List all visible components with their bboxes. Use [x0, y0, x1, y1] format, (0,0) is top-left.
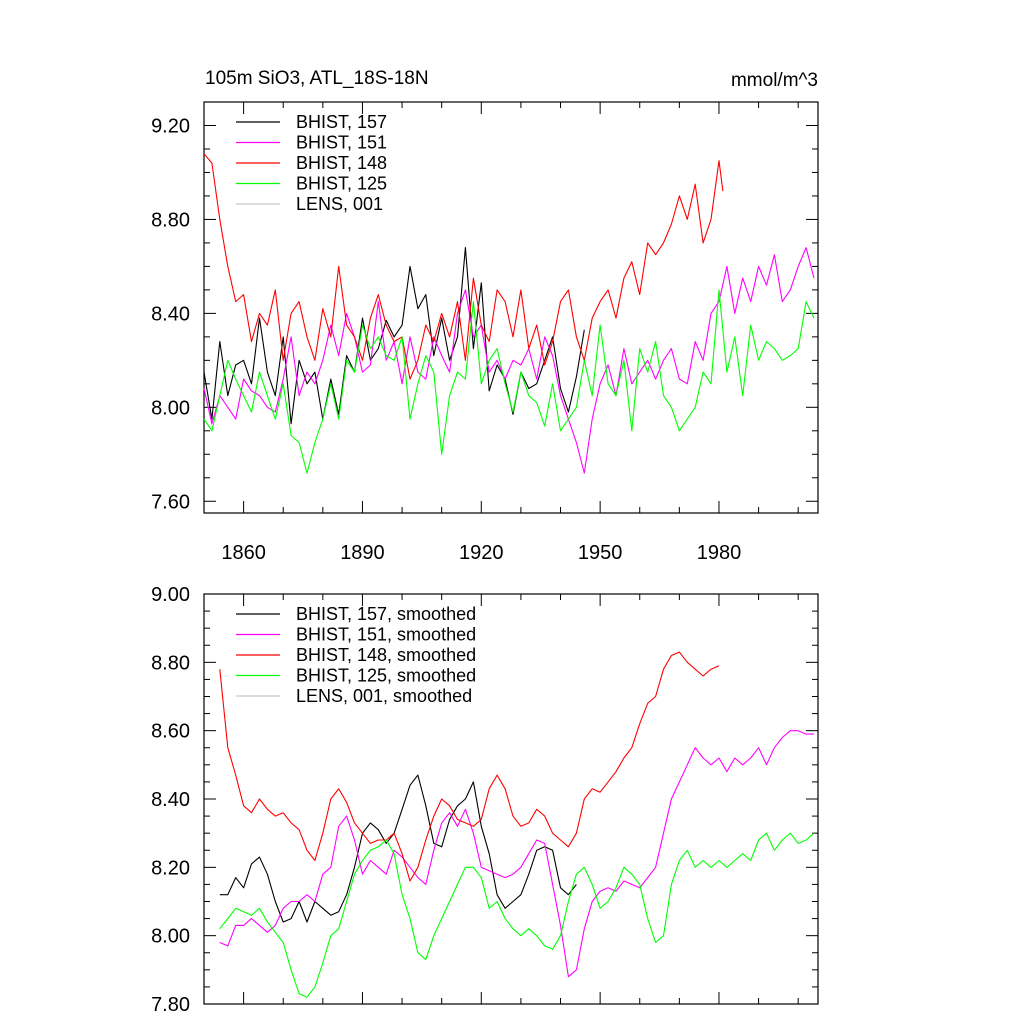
bottom-ytick-label: 8.00 [151, 926, 190, 948]
bottom-ytick-label: 8.40 [151, 789, 190, 811]
top-units: mmol/m^3 [731, 70, 818, 91]
bottom-ytick-label: 8.60 [151, 721, 190, 743]
bottom-legend-label: BHIST, 157, smoothed [296, 604, 476, 624]
top-ytick-label: 8.00 [151, 397, 190, 419]
bottom-legend-label: LENS, 001, smoothed [296, 686, 472, 706]
top-ytick-label: 8.40 [151, 303, 190, 325]
top-series-line-3 [203, 289, 815, 474]
top-plot-frame [203, 101, 819, 514]
top-series-line-2 [203, 153, 724, 380]
top-xtick-label: 1950 [578, 542, 623, 564]
top-plot: 7.60 8.00 8.40 8.80 9.20 1860 1890 1920 1950 1980… [151, 101, 819, 564]
bottom-ytick-label: 8.80 [151, 652, 190, 674]
top-series-line-1 [203, 247, 815, 474]
top-ytick-label: 7.60 [151, 491, 190, 513]
bottom-panel: 7.80 8.00 8.20 8.40 8.60 8.80 9.00 BHIST, 157, … [151, 584, 819, 1016]
top-panel: 105m SiO3, ATL_18S-18N mmol/m^3 7.60 8.00… [151, 68, 819, 564]
bottom-ytick-label: 9.00 [151, 584, 190, 606]
top-legend-label: BHIST, 125 [296, 174, 387, 194]
top-ytick-label: 8.80 [151, 209, 190, 231]
bottom-legend-label: BHIST, 125, smoothed [296, 666, 476, 686]
top-xtick-label: 1980 [697, 542, 742, 564]
bottom-series-line-0 [219, 774, 577, 923]
top-xtick-label: 1890 [340, 542, 385, 564]
bottom-legend-label: BHIST, 148, smoothed [296, 645, 476, 665]
top-legend-label: BHIST, 157 [296, 112, 387, 132]
top-xtick-label: 1860 [221, 542, 266, 564]
bottom-legend-label: BHIST, 151, smoothed [296, 625, 476, 645]
top-legend-label: BHIST, 148 [296, 153, 387, 173]
bottom-series-line-2 [219, 651, 720, 882]
bottom-series-line-3 [219, 832, 815, 998]
top-title: 105m SiO3, ATL_18S-18N [205, 68, 429, 89]
top-legend-label: LENS, 001 [296, 194, 383, 214]
bottom-plot: 7.80 8.00 8.20 8.40 8.60 8.80 9.00 BHIST, 157, … [151, 584, 819, 1016]
top-xtick-label: 1920 [459, 542, 504, 564]
top-legend-label: BHIST, 151 [296, 133, 387, 153]
bottom-series-line-1 [219, 730, 814, 978]
bottom-ytick-label: 8.20 [151, 857, 190, 879]
top-ytick-label: 9.20 [151, 115, 190, 137]
bottom-ytick-label: 7.80 [151, 994, 190, 1016]
